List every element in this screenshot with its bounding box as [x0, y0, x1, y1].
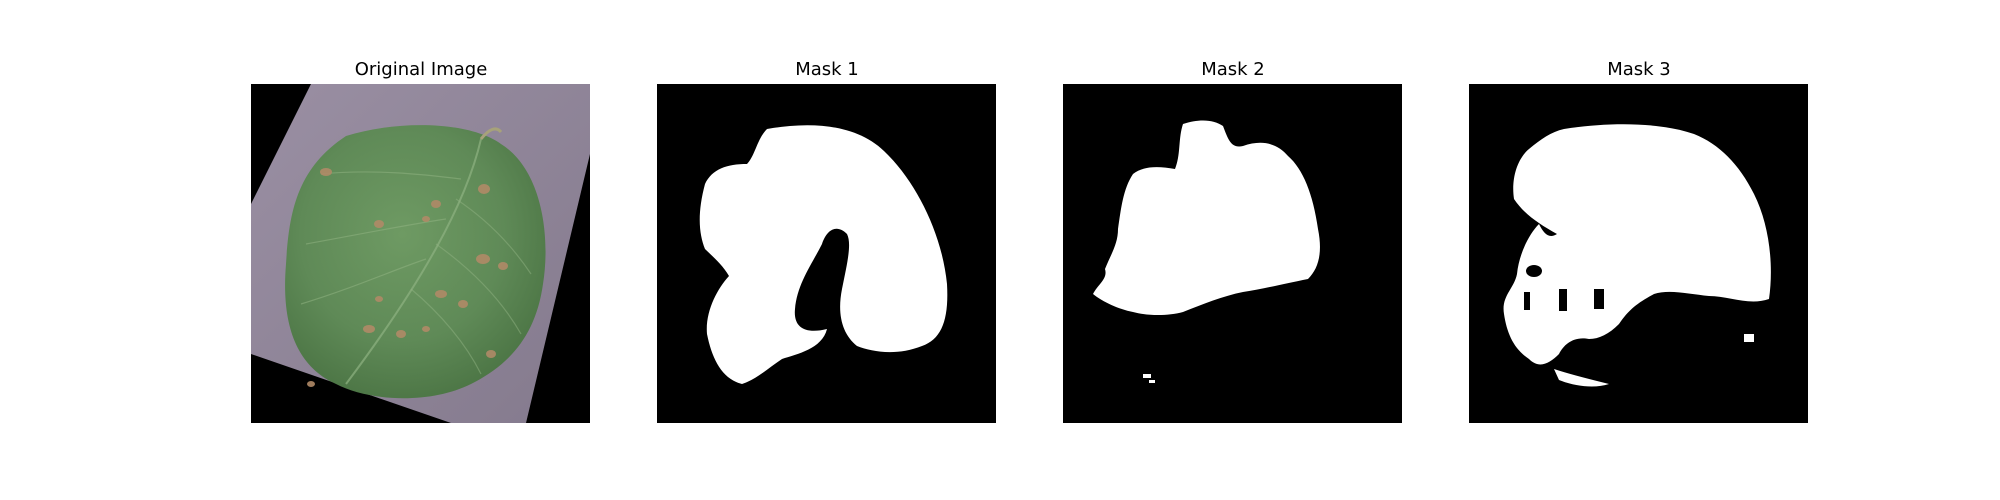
segmentation-mask-1 — [657, 84, 996, 423]
leaf-midrib — [345, 138, 482, 385]
segmentation-mask-2 — [1063, 84, 1402, 423]
leaf-petiole — [479, 127, 503, 140]
mask-3-image — [1469, 84, 1808, 423]
leaf-blade — [285, 125, 546, 399]
leaf-lesions — [307, 168, 508, 387]
segmentation-mask-3 — [1469, 84, 1808, 423]
panel-title-mask-3: Mask 3 — [1607, 59, 1671, 80]
mask-2-region — [1093, 120, 1320, 316]
original-leaf-image — [251, 84, 590, 423]
mask-1-region — [699, 125, 948, 385]
panel-title-original-image: Original Image — [354, 59, 488, 80]
panel-title-mask-1: Mask 1 — [795, 59, 859, 80]
leaf-photo — [251, 84, 590, 423]
mask-3-region — [1503, 124, 1771, 365]
mask-1-image — [657, 84, 996, 423]
mask-2-image — [1063, 84, 1402, 423]
panel-title-mask-2: Mask 2 — [1201, 59, 1265, 80]
